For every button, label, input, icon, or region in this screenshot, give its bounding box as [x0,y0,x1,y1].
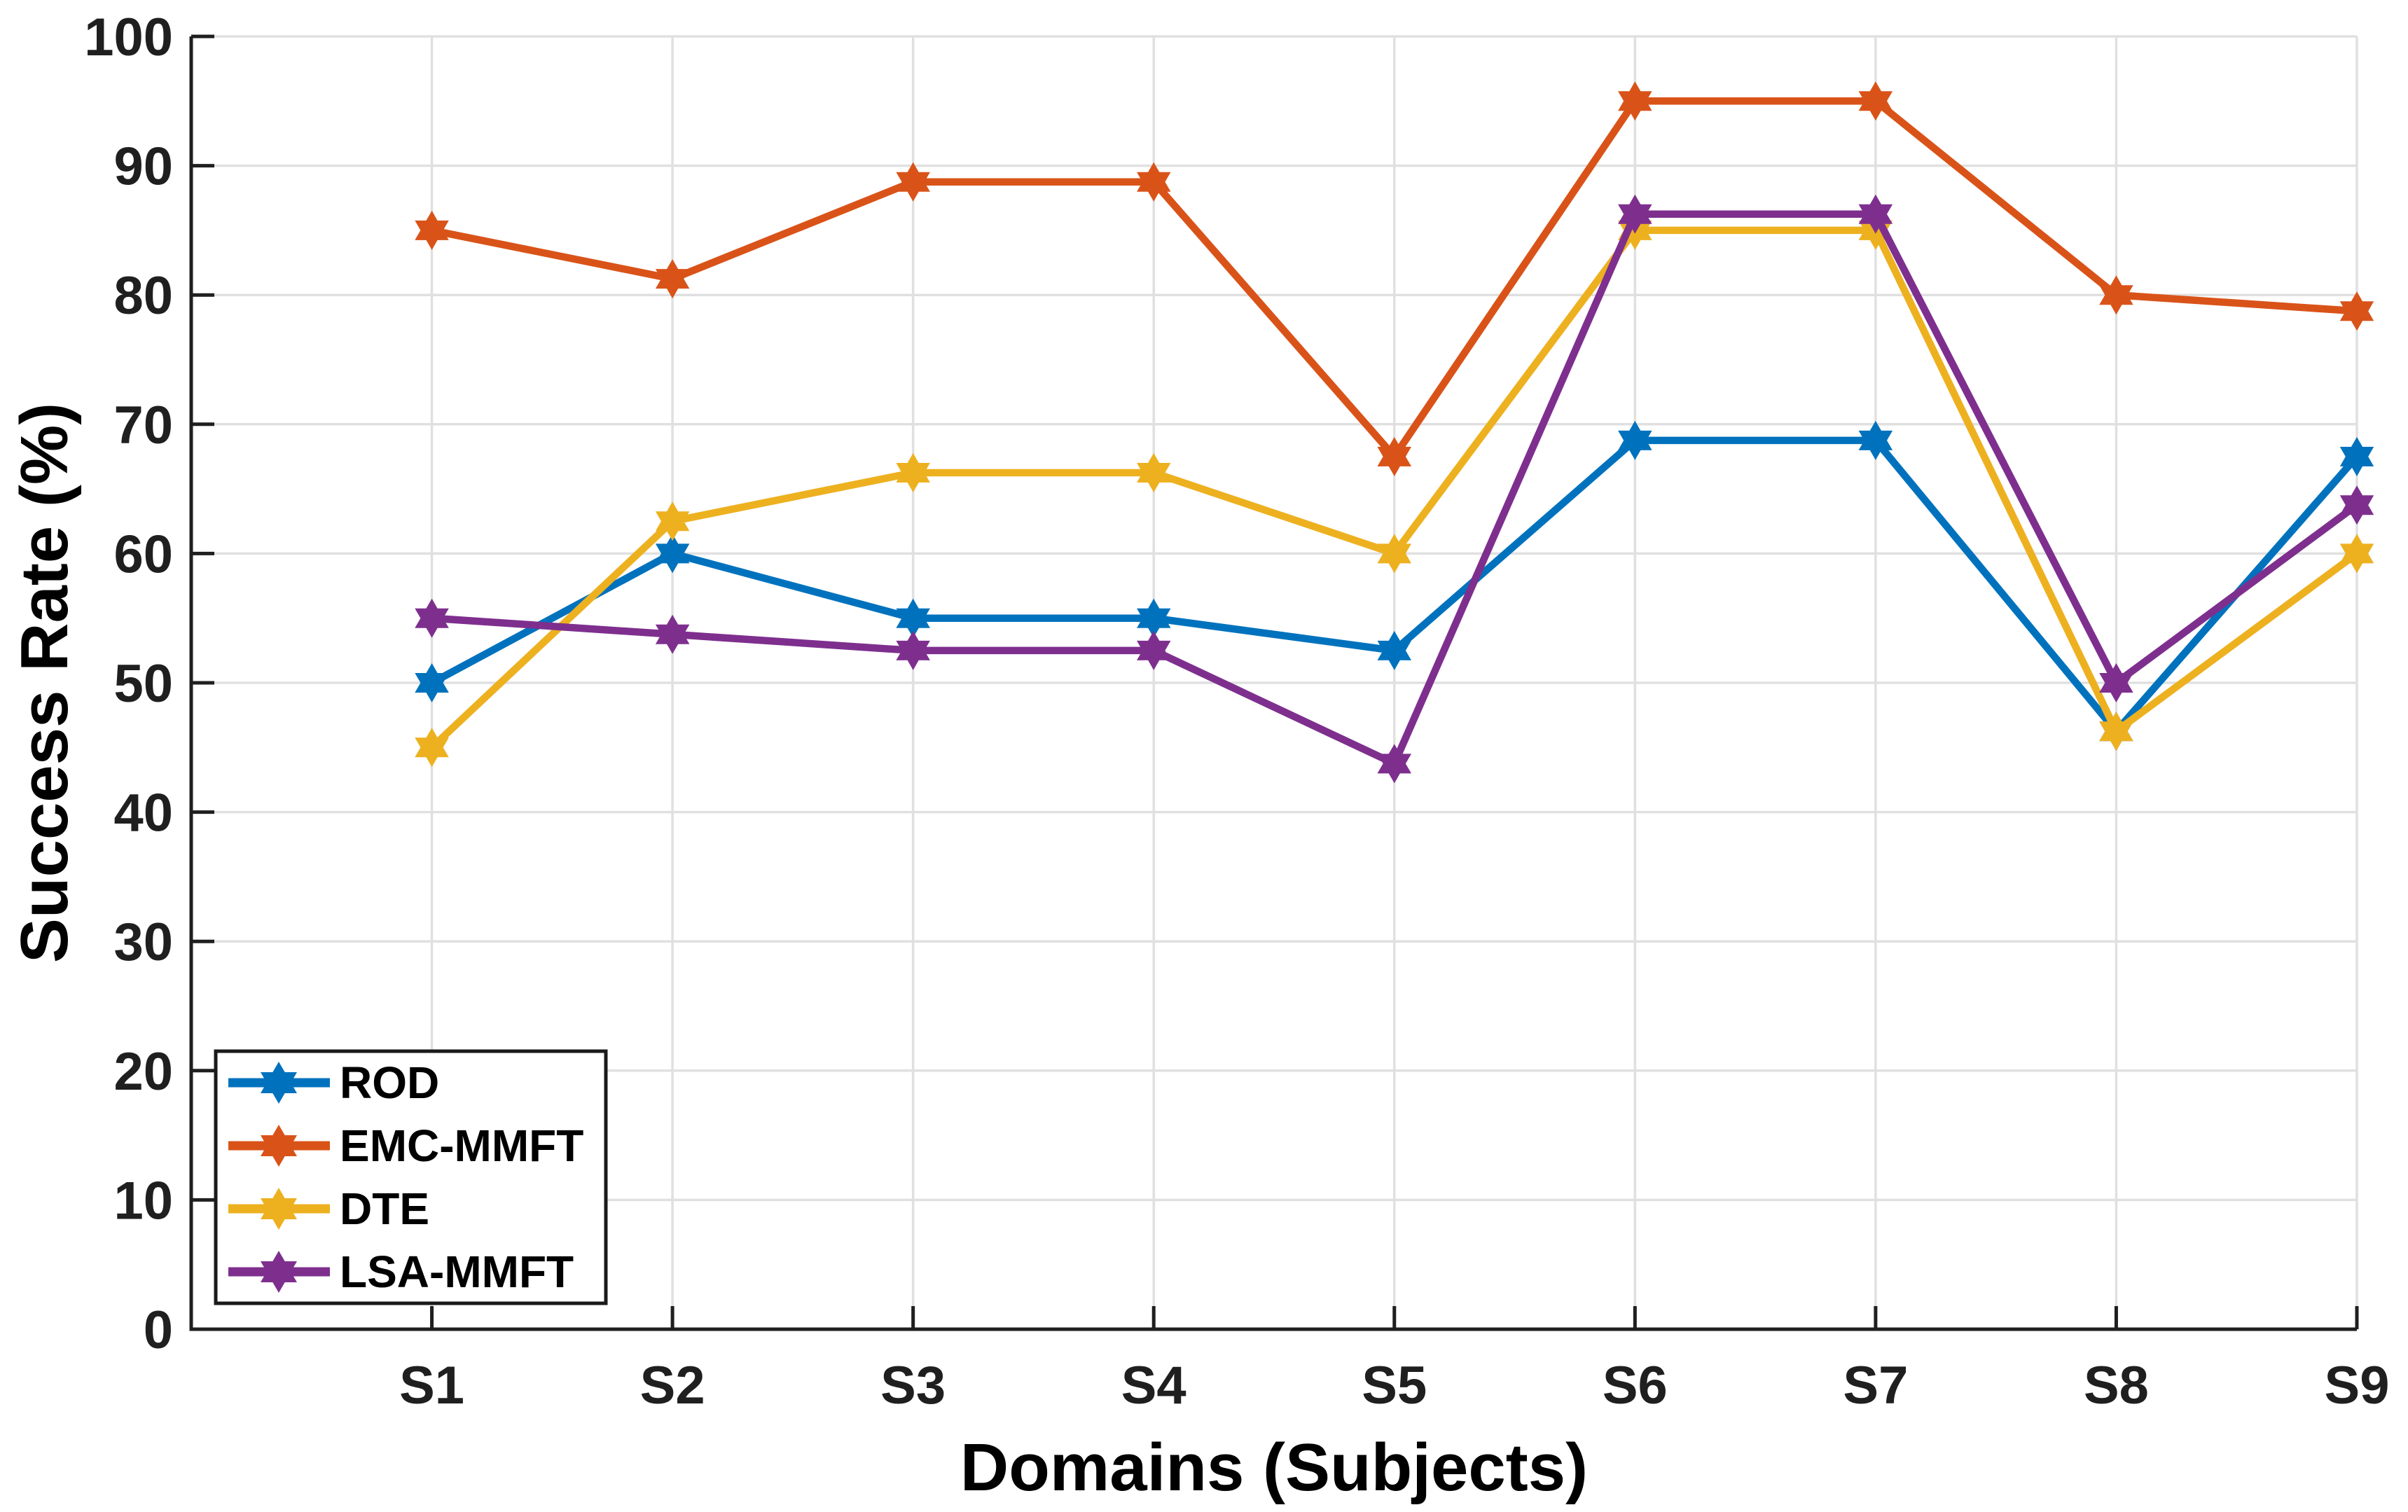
series-marker-rod [2339,437,2374,476]
x-tick-label: S2 [640,1356,705,1415]
series-marker-lsa-mmft [1377,744,1411,784]
legend-marker-rod [261,1062,297,1104]
series-marker-lsa-mmft [1618,194,1652,234]
series-marker-dte [1377,534,1411,574]
series-marker-dte [415,728,449,768]
y-tick-label: 40 [113,784,173,843]
x-tick-label: S1 [399,1356,464,1415]
x-tick-label: S6 [1603,1356,1668,1415]
y-tick-label: 10 [113,1171,173,1230]
series-marker-emc-mmft [1858,81,1893,121]
x-tick-label: S5 [1362,1356,1427,1415]
legend-marker-emc-mmft [261,1125,297,1167]
legend-label-lsa-mmft: LSA-MMFT [340,1247,574,1297]
series-marker-dte [2099,712,2133,751]
series-marker-lsa-mmft [415,598,449,638]
series-marker-dte [896,453,930,492]
series-marker-rod [1137,598,1171,638]
series-marker-emc-mmft [2099,275,2133,315]
y-tick-label: 70 [113,396,173,455]
series-marker-rod [415,663,449,702]
series-marker-lsa-mmft [2339,485,2374,525]
legend-label-rod: ROD [340,1057,439,1108]
legend-label-dte: DTE [340,1184,429,1234]
y-tick-label: 60 [113,525,173,584]
y-tick-label: 100 [84,8,173,67]
series-marker-emc-mmft [896,162,930,202]
series-marker-emc-mmft [2339,291,2374,331]
series-marker-emc-mmft [1137,162,1171,202]
x-tick-label: S3 [880,1356,946,1415]
series-marker-emc-mmft [415,210,449,250]
series-marker-rod [1858,420,1893,460]
series-marker-emc-mmft [1618,81,1652,121]
series-marker-emc-mmft [1377,437,1411,476]
series-marker-lsa-mmft [2099,663,2133,702]
y-tick-label: 30 [113,913,173,972]
x-axis-title: Domains (Subjects) [960,1430,1588,1505]
y-tick-label: 50 [113,654,173,714]
legend-marker-lsa-mmft [261,1251,297,1293]
legend-marker-dte [261,1188,297,1230]
x-tick-label: S9 [2325,1356,2390,1415]
y-axis-title: Success Rate (%) [7,403,82,963]
series-marker-lsa-mmft [655,614,690,654]
series-marker-dte [2339,534,2374,574]
y-tick-label: 20 [113,1042,173,1102]
series-marker-emc-mmft [655,259,690,299]
y-tick-label: 0 [144,1301,173,1360]
series-marker-rod [1618,420,1652,460]
series-marker-dte [655,501,690,541]
series-marker-dte [1137,453,1171,492]
series-marker-rod [1377,630,1411,670]
y-tick-label: 80 [113,266,173,326]
legend-label-emc-mmft: EMC-MMFT [340,1121,583,1171]
series-marker-lsa-mmft [896,630,930,670]
x-tick-label: S4 [1121,1356,1186,1415]
series-marker-rod [896,598,930,638]
x-tick-label: S7 [1843,1356,1908,1415]
series-marker-lsa-mmft [1858,194,1893,234]
y-tick-label: 90 [113,137,173,197]
x-tick-label: S8 [2084,1356,2149,1415]
series-marker-lsa-mmft [1137,630,1171,670]
series-marker-rod [655,534,690,574]
